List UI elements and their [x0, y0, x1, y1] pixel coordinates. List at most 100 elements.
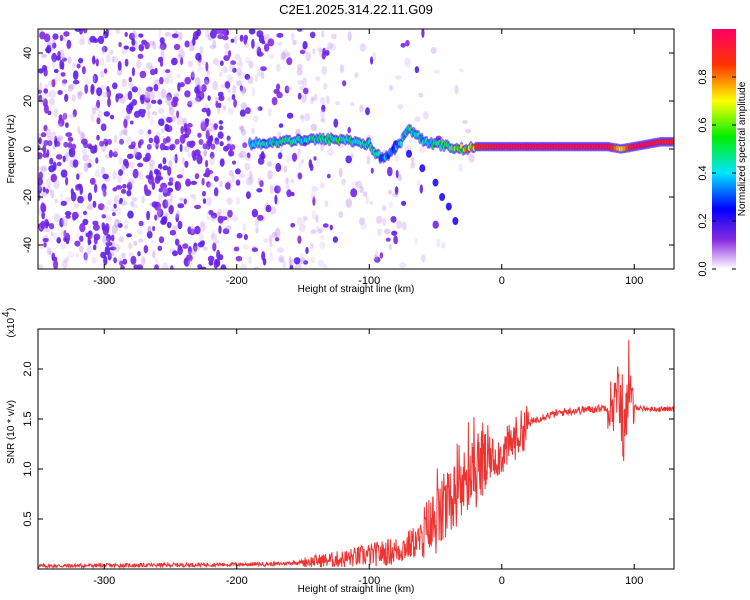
- snr-y-scale-label: (x10: [6, 318, 17, 338]
- heatmap-cell: [394, 186, 399, 196]
- snr-y-scale-close: ): [6, 308, 17, 311]
- heatmap-cell: [170, 114, 177, 122]
- spectrogram-heatmap: [38, 29, 674, 269]
- heatmap-cell: [196, 84, 201, 95]
- heatmap-cell: [162, 199, 169, 209]
- heatmap-cell: [76, 63, 81, 69]
- heatmap-cell: [223, 55, 230, 61]
- heatmap-cell: [92, 58, 96, 64]
- heatmap-cell: [131, 204, 139, 209]
- heatmap-cell: [441, 241, 446, 249]
- heatmap-cell: [218, 225, 222, 234]
- heatmap-cell: [62, 79, 68, 84]
- heatmap-cell: [222, 104, 227, 111]
- heatmap-cell: [60, 54, 66, 60]
- heatmap-cell: [54, 198, 59, 204]
- heatmap-cell: [304, 112, 311, 122]
- heatmap-cell: [162, 262, 169, 269]
- heatmap-cell: [164, 123, 170, 132]
- heatmap-cell: [118, 169, 124, 176]
- heatmap-cell: [296, 216, 303, 226]
- heatmap-cell: [88, 158, 93, 164]
- heatmap-cell: [106, 86, 110, 92]
- heatmap-cell: [193, 242, 198, 252]
- colorbar-tick-label: 0.2: [697, 213, 709, 228]
- heatmap-cell: [108, 149, 113, 158]
- heatmap-cell: [248, 60, 254, 69]
- heatmap-cell: [205, 159, 209, 168]
- heatmap-cell: [72, 216, 77, 221]
- heatmap-cell: [350, 101, 355, 107]
- heatmap-cell: [237, 152, 243, 159]
- heatmap-cell: [38, 94, 43, 102]
- heatmap-cell: [405, 40, 410, 47]
- heatmap-cell: [72, 155, 77, 161]
- heatmap-cell: [126, 181, 133, 191]
- heatmap-cell: [202, 222, 207, 231]
- heatmap-cell: [286, 112, 294, 119]
- heatmap-cell: [274, 237, 280, 242]
- x-tick-label: -100: [358, 275, 380, 287]
- heatmap-cell: [165, 73, 173, 78]
- heatmap-cell: [72, 109, 77, 118]
- heatmap-cell: [320, 235, 325, 240]
- heatmap-cell: [238, 56, 243, 66]
- heatmap-cell: [219, 71, 223, 78]
- heatmap-cell: [96, 87, 103, 97]
- heatmap-cell: [335, 100, 341, 106]
- heatmap-cell: [85, 161, 89, 171]
- colorbar-label: Normalized spectral amplitude: [737, 81, 748, 216]
- heatmap-cell: [152, 225, 156, 232]
- heatmap-cell: [293, 257, 301, 265]
- heatmap-cell: [256, 30, 264, 38]
- heatmap-branch-cell: [445, 202, 452, 211]
- heatmap-cell: [146, 230, 153, 239]
- heatmap-cell: [94, 144, 98, 154]
- heatmap-cell: [217, 131, 224, 139]
- heatmap-cell: [264, 34, 270, 42]
- heatmap-cell: [38, 177, 43, 186]
- heatmap-cell: [265, 204, 272, 213]
- heatmap-cell: [53, 213, 61, 223]
- heatmap-cell: [243, 234, 248, 241]
- heatmap-cell: [62, 36, 68, 42]
- heatmap-cell: [391, 230, 398, 236]
- heatmap-cell: [219, 158, 225, 167]
- heatmap-cell: [404, 57, 411, 67]
- heatmap-cell: [138, 44, 145, 52]
- heatmap-cell: [298, 223, 306, 232]
- heatmap-cell: [251, 247, 259, 252]
- heatmap-cell: [112, 187, 118, 192]
- heatmap-cell: [465, 128, 472, 134]
- heatmap-cell: [322, 263, 328, 269]
- heatmap-cell: [149, 164, 155, 172]
- heatmap-cell: [100, 57, 105, 66]
- heatmap-cell: [312, 196, 316, 207]
- heatmap-cell: [164, 76, 170, 85]
- heatmap-cell: [112, 212, 116, 217]
- heatmap-cell: [107, 138, 112, 145]
- heatmap-cell: [40, 132, 47, 138]
- heatmap-cell: [43, 124, 48, 132]
- heatmap-cell: [459, 68, 464, 73]
- heatmap-cell: [419, 184, 423, 194]
- heatmap-cell: [65, 196, 71, 203]
- heatmap-cell: [359, 217, 365, 226]
- heatmap-cell: [235, 196, 240, 206]
- heatmap-cell: [230, 60, 237, 66]
- heatmap-cell: [220, 264, 227, 269]
- heatmap-cell: [315, 226, 320, 232]
- heatmap-cell: [87, 192, 93, 202]
- heatmap-cell: [80, 131, 86, 139]
- heatmap-cell: [137, 251, 141, 257]
- heatmap-cell: [321, 65, 328, 76]
- heatmap-cell: [38, 184, 42, 194]
- snr-x-label: Height of straight line (km): [298, 584, 415, 595]
- heatmap-cell: [59, 217, 64, 228]
- heatmap-cell: [305, 51, 311, 62]
- heatmap-cell: [244, 73, 251, 80]
- heatmap-cell: [321, 30, 325, 38]
- heatmap-cell: [298, 29, 304, 33]
- heatmap-cell: [87, 143, 93, 150]
- heatmap-cell: [329, 224, 333, 231]
